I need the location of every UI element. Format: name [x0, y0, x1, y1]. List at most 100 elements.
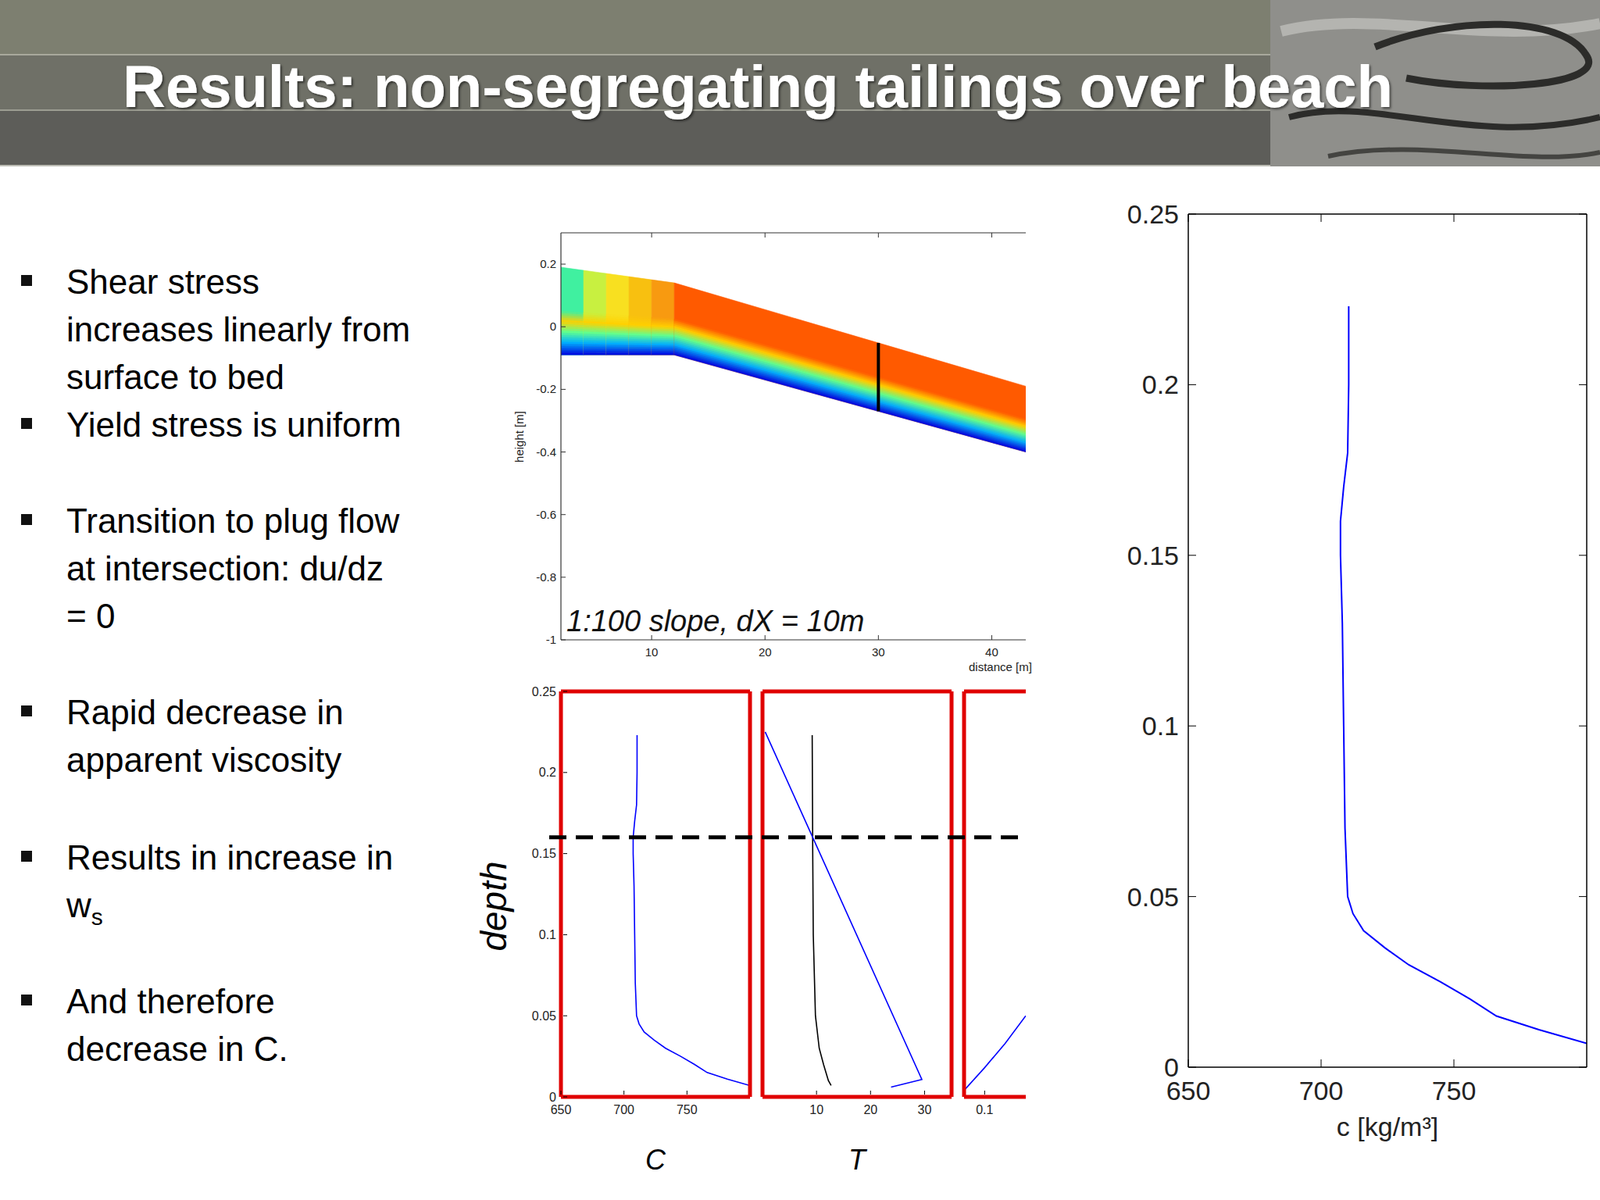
bullet-text: Results in increase in: [66, 838, 393, 877]
layer-shading: [674, 351, 1026, 451]
x-tick-label: 30: [871, 645, 886, 659]
axis-line: [560, 639, 1026, 640]
y-tick-label: 0.05: [532, 1009, 557, 1023]
bullet-text: Rapid decrease in: [66, 692, 344, 732]
frame-line: [560, 1095, 750, 1100]
y-tick: [1188, 214, 1197, 215]
y-tick-label: -1: [546, 632, 557, 647]
y-tick: [560, 576, 566, 578]
y-tick-label: 0.2: [539, 257, 557, 271]
y-tick-label: 0.15: [1127, 540, 1179, 571]
y-tick: [1188, 725, 1197, 727]
x-tick: [651, 232, 653, 238]
y-tick-label: -0.6: [535, 507, 557, 522]
y-tick: [560, 514, 566, 515]
bullet-text: Transition to plug flow: [66, 501, 400, 540]
x-tick: [816, 1090, 818, 1095]
layer-shading: [583, 353, 607, 356]
layer-shading: [651, 353, 675, 355]
y-tick: [560, 264, 566, 265]
y-tick-label: -0.4: [535, 445, 557, 459]
y-tick: [1578, 1067, 1587, 1068]
x-tick: [1453, 214, 1455, 222]
x-tick-label: 10: [645, 645, 659, 659]
axis-line: [560, 232, 1026, 233]
y-tick-label: 0.15: [532, 846, 557, 861]
frame-line: [748, 691, 753, 1097]
layer-shading: [674, 322, 1026, 425]
bullet-text-main: w: [65, 885, 92, 925]
layer-shading: [674, 353, 1026, 453]
layer-shading: [674, 325, 1026, 428]
x-tick: [1453, 1059, 1455, 1068]
y-tick: [563, 934, 568, 936]
bullet-text: Shear stress: [66, 262, 260, 301]
x-tick: [870, 1090, 872, 1095]
y-tick-label: 0.25: [532, 685, 557, 699]
slide-title: Results: non-segregating tailings over b…: [122, 53, 1393, 120]
flow-layer: [674, 282, 1026, 452]
frame-line: [964, 689, 1026, 694]
x-tick: [1188, 214, 1190, 222]
y-tick-label: -0.8: [535, 570, 557, 584]
flow-layer: [583, 270, 607, 355]
y-tick: [1188, 384, 1197, 386]
y-tick: [560, 326, 566, 328]
flow-layer: [628, 276, 652, 355]
y-tick: [1188, 896, 1197, 897]
y-tick-label: 0.1: [539, 928, 557, 942]
y-tick-label: 0: [549, 1090, 557, 1104]
layer-shading: [606, 350, 629, 354]
bullet-text: And therefore: [66, 982, 275, 1021]
x-tick-label: 10: [809, 1103, 824, 1117]
layer-shading: [674, 328, 1026, 429]
x-tick-label: 20: [758, 645, 772, 659]
y-tick: [563, 1096, 568, 1098]
y-tick: [1578, 725, 1587, 727]
bullet-text: increases linearly from: [66, 310, 411, 349]
layer-shading: [560, 352, 584, 355]
x-axis-title: c [kg/m³]: [1336, 1111, 1439, 1142]
profile-plot: [632, 735, 750, 1086]
frame-line: [762, 689, 952, 694]
profile-plot: [964, 1015, 1026, 1091]
photo-channel: [1375, 24, 1590, 86]
layer-shading: [674, 336, 1026, 437]
x-tick: [878, 232, 879, 238]
profile-line: [812, 735, 832, 1086]
frame-line: [762, 1095, 952, 1100]
x-tick-label: 0.1: [975, 1103, 993, 1117]
layer-shading: [674, 333, 1026, 435]
layer-shading: [606, 353, 629, 356]
y-tick-label: -0.2: [535, 382, 557, 396]
y-tick: [1578, 384, 1587, 386]
x-tick: [1188, 1059, 1190, 1068]
bullet-text: = 0: [66, 596, 115, 636]
x-tick-label: 700: [1299, 1075, 1344, 1106]
x-tick: [1321, 214, 1322, 222]
x-tick-label: 30: [917, 1103, 933, 1117]
bullet-subscript: s: [91, 903, 104, 930]
flow-layer: [560, 267, 584, 355]
y-tick-label: 0.25: [1127, 199, 1179, 229]
frame-line: [1585, 214, 1588, 1068]
bullet-marker: [21, 275, 33, 286]
y-tick: [560, 639, 566, 641]
x-axis-title: distance [m]: [968, 660, 1033, 674]
y-tick: [560, 389, 566, 390]
layer-shading: [674, 343, 1026, 444]
bullet-marker: [21, 514, 33, 525]
bullet-text: Yield stress is uniform: [66, 405, 402, 444]
layer-shading: [674, 335, 1026, 436]
photo-channel: [1328, 149, 1600, 157]
y-tick-label: 0.2: [1142, 369, 1179, 400]
x-axis-title: C: [645, 1143, 667, 1176]
x-tick: [560, 1090, 562, 1095]
layer-shading: [583, 350, 607, 354]
slide: Results: non-segregating tailings over b…: [0, 0, 1600, 1200]
x-tick: [623, 1090, 625, 1095]
profile-line: [764, 732, 922, 1088]
y-tick-label: 0.1: [1142, 710, 1179, 741]
frame-line: [1188, 213, 1587, 215]
frame-line: [1188, 1066, 1587, 1068]
